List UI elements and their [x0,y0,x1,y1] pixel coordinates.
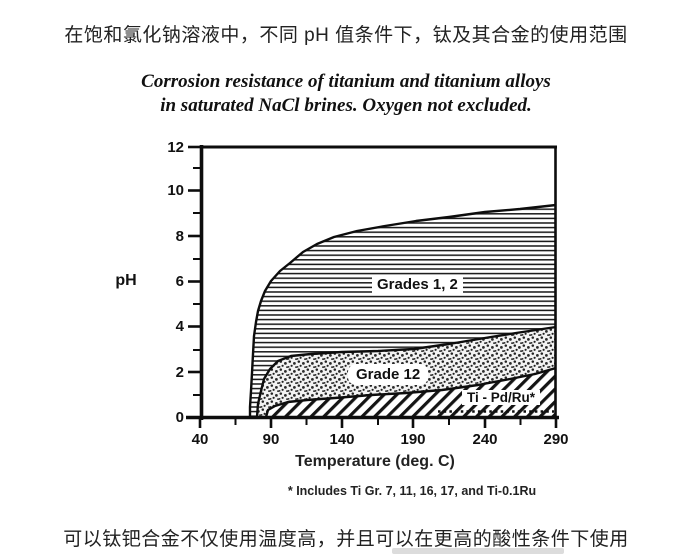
region-label-ti-pd-ru: Ti - Pd/Ru* [462,390,541,405]
figure-title-line1: Corrosion resistance of titanium and tit… [141,71,551,92]
y-tick-0: 0 [175,409,184,426]
figure-title: Corrosion resistance of titanium and tit… [0,70,692,118]
y-axis-label: pH [115,272,137,289]
y-major-ticks [188,145,201,419]
x-minor-ticks [234,418,522,425]
region-label-grade-12: Grade 12 [348,364,429,385]
boundary-grade-12 [255,325,557,418]
x-major-ticks [198,418,558,428]
figure-title-line2: in saturated NaCl brines. Oxygen not exc… [160,95,532,116]
y-tick-10: 10 [167,182,184,199]
bottom-edge-artifact [392,548,564,554]
y-minor-ticks [193,167,201,396]
boundary-grades-1-2 [248,203,557,417]
x-axis-label: Temperature (deg. C) [295,453,455,470]
x-tick-240: 240 [472,431,498,448]
footnote: * Includes Ti Gr. 7, 11, 16, 17, and Ti-… [287,484,537,498]
top-caption: 在饱和氯化钠溶液中，不同 pH 值条件下，钛及其合金的使用范围 [64,25,628,46]
region-label-grades-1-2: Grades 1, 2 [372,276,463,293]
bottom-caption: 可以钛钯合金不仅使用温度高，并且可以在更高的酸性条件下使用 [63,529,629,550]
y-tick-8: 8 [175,228,184,245]
x-tick-140: 140 [329,431,355,448]
y-tick-12: 12 [167,139,184,156]
y-tick-4: 4 [175,318,184,335]
x-tick-90: 90 [262,431,280,448]
x-tick-190: 190 [400,431,426,448]
x-tick-290: 290 [543,431,569,448]
y-tick-2: 2 [175,364,184,381]
y-tick-6: 6 [175,273,184,290]
x-tick-40: 40 [191,431,209,448]
boundary-ti-pd-ru [264,366,557,418]
